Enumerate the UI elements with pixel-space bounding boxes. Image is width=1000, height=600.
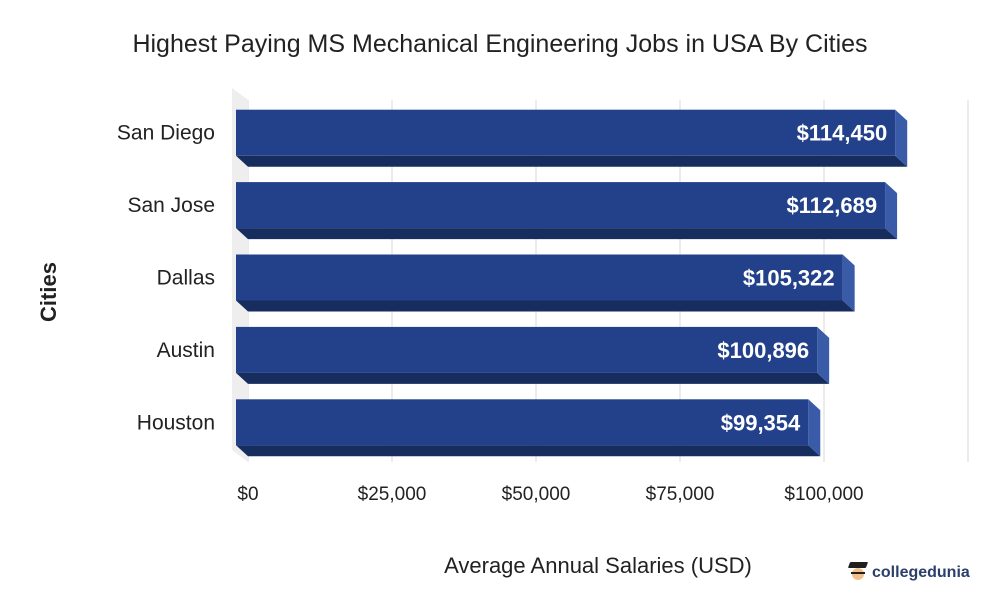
bar <box>236 399 809 446</box>
bar-shadow <box>236 445 821 457</box>
graduate-mascot-icon <box>847 562 869 584</box>
bar-data-label: $105,322 <box>743 266 835 291</box>
bar-data-label: $112,689 <box>787 193 878 218</box>
bar <box>236 182 886 229</box>
x-tick-label: $50,000 <box>502 484 571 505</box>
category-label: Houston <box>137 411 215 434</box>
bar <box>236 254 843 301</box>
x-tick-label: $100,000 <box>784 484 863 505</box>
bar-end <box>885 182 898 240</box>
bar-data-label: $114,450 <box>797 121 888 146</box>
x-tick-labels: $0 $25,000 $50,000 $75,000 $100,000 <box>237 484 863 505</box>
bar-end <box>817 326 830 384</box>
category-label: San Diego <box>117 122 215 145</box>
brand-name: collegedunia <box>872 564 970 581</box>
category-labels: San Diego San Jose Dallas Austin Houston <box>117 122 215 435</box>
bar <box>236 326 818 373</box>
bar-end <box>808 399 821 457</box>
chart-title: Highest Paying MS Mechanical Engineering… <box>132 30 867 58</box>
bar-end <box>842 254 855 312</box>
bar <box>236 109 896 156</box>
x-tick-label: $75,000 <box>646 484 715 505</box>
brand-logo: collegedunia <box>847 562 970 584</box>
category-label: Dallas <box>157 267 215 290</box>
bar-shadow <box>236 155 908 167</box>
bar-data-label: $100,896 <box>717 338 809 363</box>
bars: $114,450 $112,689 $105,322 $100,896 $99,354 <box>236 109 908 457</box>
bar-shadow <box>236 228 898 240</box>
bar-end <box>895 109 908 167</box>
x-axis-label: Average Annual Salaries (USD) <box>444 553 752 578</box>
category-label: Austin <box>157 339 215 362</box>
category-label: San Jose <box>127 194 215 217</box>
x-tick-label: $25,000 <box>358 484 427 505</box>
bar-data-label: $99,354 <box>721 410 801 435</box>
bar-shadow <box>236 300 855 312</box>
y-axis-label: Cities <box>36 262 61 322</box>
bar-shadow <box>236 372 830 384</box>
x-tick-label: $0 <box>237 484 258 505</box>
